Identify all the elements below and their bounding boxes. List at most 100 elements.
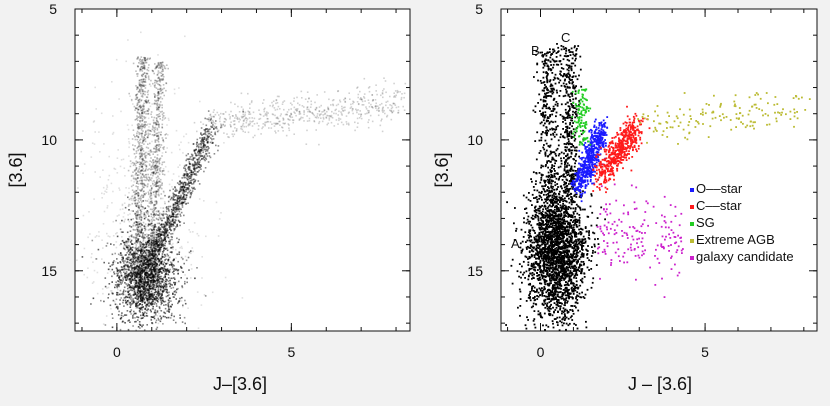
density-point bbox=[156, 230, 159, 232]
density-point bbox=[128, 235, 131, 238]
density-point bbox=[147, 282, 149, 285]
density-point bbox=[160, 223, 163, 226]
density-point bbox=[186, 158, 188, 160]
density-point bbox=[164, 242, 166, 245]
density-point bbox=[165, 304, 167, 306]
density-point bbox=[303, 113, 305, 116]
density-point bbox=[137, 108, 139, 111]
density-point bbox=[154, 309, 157, 311]
density-point bbox=[148, 102, 151, 104]
density-point bbox=[144, 59, 147, 62]
density-point bbox=[156, 135, 158, 138]
density-point bbox=[154, 233, 156, 236]
density-point bbox=[163, 261, 166, 264]
density-point bbox=[165, 270, 167, 273]
density-point bbox=[160, 275, 163, 278]
density-point bbox=[151, 316, 154, 318]
density-point bbox=[130, 273, 133, 276]
density-point bbox=[156, 297, 158, 300]
density-point bbox=[188, 177, 190, 180]
density-point bbox=[275, 102, 277, 105]
density-point bbox=[159, 65, 161, 68]
density-point bbox=[149, 130, 151, 132]
density-point bbox=[212, 141, 214, 144]
density-point bbox=[157, 123, 159, 126]
density-point bbox=[173, 281, 175, 284]
density-point bbox=[371, 106, 373, 108]
density-point bbox=[242, 110, 244, 113]
density-point bbox=[162, 214, 165, 217]
density-point bbox=[161, 171, 163, 174]
density-point bbox=[170, 222, 173, 225]
density-point bbox=[151, 249, 154, 252]
density-point bbox=[163, 270, 165, 273]
density-point bbox=[189, 177, 191, 179]
density-point bbox=[172, 198, 175, 201]
density-point bbox=[140, 230, 143, 232]
density-point bbox=[170, 233, 172, 235]
density-point bbox=[189, 158, 191, 160]
density-point bbox=[215, 120, 217, 122]
density-point bbox=[378, 109, 380, 112]
density-point bbox=[163, 284, 165, 286]
density-point bbox=[140, 249, 142, 251]
density-point bbox=[183, 185, 185, 188]
density-point bbox=[140, 250, 142, 252]
density-point bbox=[150, 243, 153, 246]
density-point bbox=[155, 305, 158, 307]
density-point bbox=[141, 84, 143, 87]
density-point bbox=[153, 209, 155, 212]
density-point bbox=[153, 280, 156, 282]
density-point bbox=[144, 184, 146, 187]
density-point bbox=[198, 146, 200, 149]
density-point bbox=[142, 269, 144, 272]
density-point bbox=[118, 271, 121, 273]
density-point bbox=[240, 106, 243, 108]
density-point bbox=[144, 57, 146, 59]
density-point bbox=[134, 212, 136, 215]
density-point bbox=[385, 104, 387, 107]
density-point bbox=[191, 155, 193, 158]
density-point bbox=[161, 91, 164, 94]
density-point bbox=[134, 173, 137, 176]
density-point bbox=[120, 272, 122, 274]
density-point bbox=[148, 296, 151, 298]
density-point bbox=[158, 226, 160, 228]
density-point bbox=[101, 288, 104, 290]
density-point bbox=[195, 155, 197, 157]
density-point bbox=[148, 249, 151, 252]
density-point bbox=[160, 134, 162, 136]
density-point bbox=[356, 101, 359, 103]
density-point bbox=[341, 105, 343, 108]
density-point bbox=[150, 276, 152, 279]
density-point bbox=[140, 197, 142, 200]
density-point bbox=[171, 263, 173, 266]
density-point bbox=[139, 249, 141, 252]
density-point bbox=[138, 243, 141, 245]
density-point bbox=[162, 267, 164, 269]
density-point bbox=[94, 171, 96, 173]
density-point bbox=[139, 296, 141, 298]
density-point bbox=[156, 94, 159, 97]
density-point bbox=[170, 208, 173, 211]
density-point bbox=[293, 111, 295, 113]
density-point bbox=[200, 149, 202, 152]
density-point bbox=[165, 316, 168, 319]
density-point bbox=[138, 283, 141, 286]
density-point bbox=[133, 289, 135, 291]
density-point bbox=[205, 137, 207, 140]
density-point bbox=[128, 140, 130, 143]
density-point bbox=[145, 130, 147, 132]
density-point bbox=[196, 154, 198, 157]
density-point bbox=[203, 143, 205, 145]
density-point bbox=[157, 241, 159, 243]
density-point bbox=[157, 72, 160, 74]
density-point bbox=[153, 315, 156, 317]
density-point bbox=[167, 237, 170, 239]
density-point bbox=[180, 277, 182, 279]
density-point bbox=[161, 152, 164, 154]
density-point bbox=[137, 209, 139, 212]
density-point bbox=[363, 93, 366, 95]
density-point bbox=[145, 254, 148, 257]
density-point bbox=[132, 302, 134, 305]
